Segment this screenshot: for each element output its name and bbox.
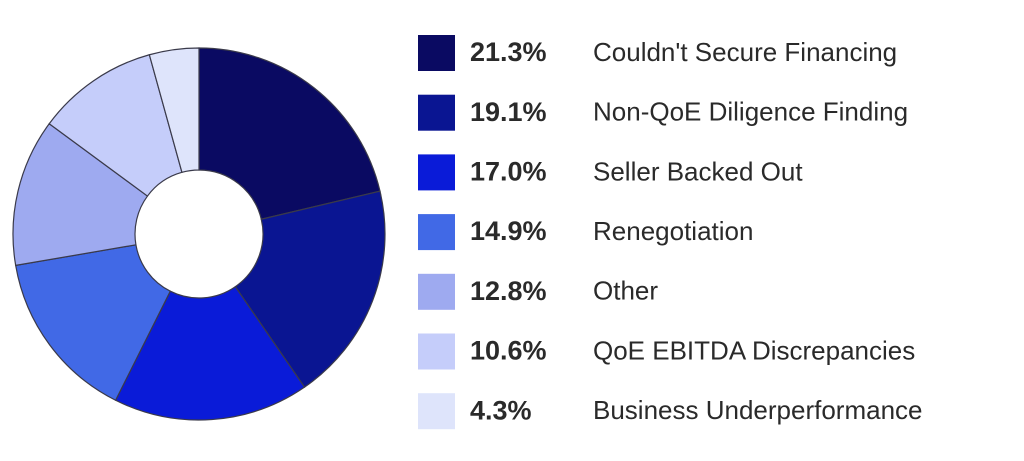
donut-slice (234, 190, 386, 389)
legend-label: Business Underperformance (593, 395, 923, 425)
donut-slice (114, 285, 306, 421)
value-label: 4.3% (470, 395, 532, 425)
legend-swatch (418, 154, 455, 191)
value-label: 14.9% (470, 216, 547, 246)
donut-slice (198, 47, 381, 220)
legend-swatch (418, 273, 455, 310)
legend-label: QoE EBITDA Discrepancies (593, 335, 915, 365)
legend-label: Non-QoE Diligence Finding (593, 97, 908, 127)
legend-label: Other (593, 276, 658, 306)
donut-slice (12, 122, 149, 267)
legend-label: Seller Backed Out (593, 156, 803, 186)
value-label: 21.3% (470, 37, 547, 67)
legend-swatch (418, 393, 455, 430)
legend-swatch (418, 214, 455, 251)
legend-swatch (418, 94, 455, 131)
legend-swatch (418, 35, 455, 71)
donut-slice (14, 244, 172, 402)
value-label: 17.0% (470, 157, 547, 187)
donut-slice (148, 47, 200, 174)
legend-label: Couldn't Secure Financing (593, 37, 897, 67)
value-label: 12.8% (470, 276, 547, 306)
legend-label: Renegotiation (593, 216, 753, 246)
legend-swatch (418, 333, 455, 370)
value-label: 10.6% (470, 336, 547, 366)
value-label: 19.1% (470, 97, 547, 127)
